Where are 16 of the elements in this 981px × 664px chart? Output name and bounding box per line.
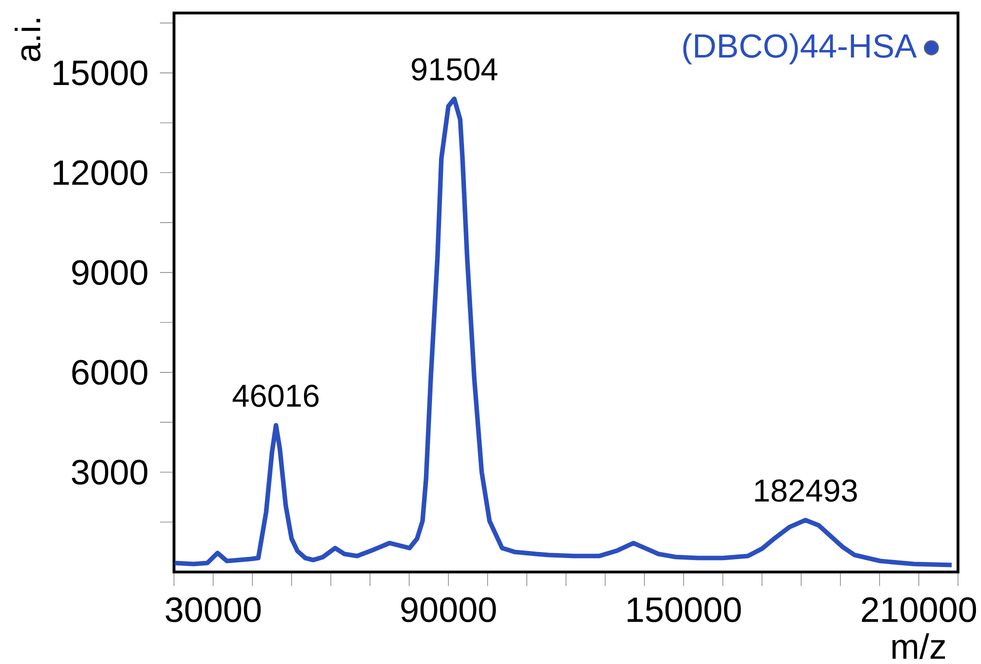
y-tick-label: 12000 — [54, 160, 148, 186]
annotation: 46016 — [232, 384, 319, 407]
x-axis-title: m/z — [892, 633, 945, 660]
legend-label: (DBCO)44-HSA — [683, 33, 917, 64]
x-tick-label: 150000 — [628, 597, 741, 622]
annotation: 91504 — [412, 58, 498, 81]
y-axis-title: a.i. — [14, 18, 41, 62]
y-tick-label: 15000 — [54, 60, 148, 86]
annotation: 182493 — [755, 479, 857, 502]
y-tick-label: 9000 — [72, 260, 148, 285]
x-tick-label: 90000 — [401, 597, 496, 622]
x-tick-label: 30000 — [166, 597, 261, 622]
y-tick-label: 3000 — [72, 460, 148, 485]
y-tick-label: 6000 — [72, 360, 148, 385]
line-series — [172, 96, 954, 568]
x-tick-label: 210000 — [862, 597, 976, 622]
